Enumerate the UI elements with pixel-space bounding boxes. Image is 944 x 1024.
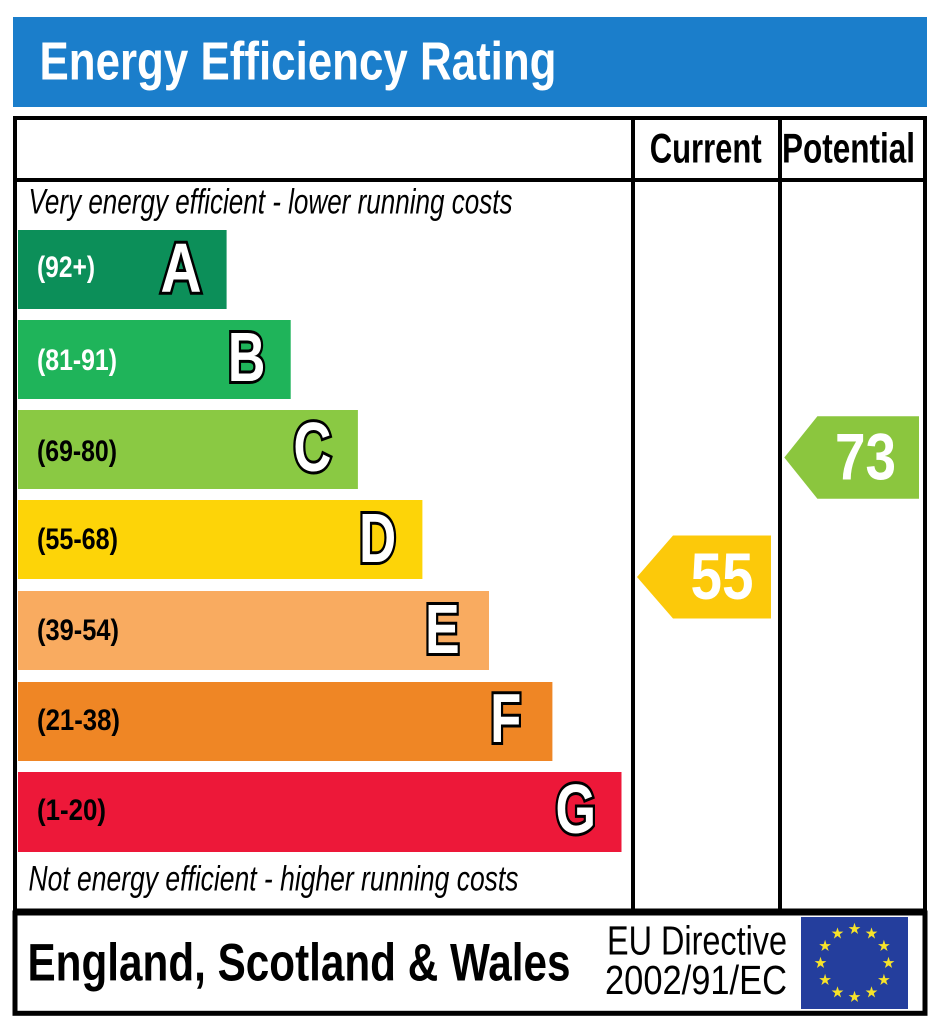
svg-text:Potential: Potential xyxy=(782,125,915,172)
svg-text:A: A xyxy=(161,229,202,307)
svg-text:EU Directive: EU Directive xyxy=(607,917,787,963)
svg-text:(39-54): (39-54) xyxy=(37,614,119,647)
svg-text:D: D xyxy=(359,499,396,577)
svg-text:C: C xyxy=(293,408,331,486)
svg-text:England, Scotland & Wales: England, Scotland & Wales xyxy=(28,933,571,992)
svg-text:(21-38): (21-38) xyxy=(37,704,120,737)
svg-text:Energy Efficiency Rating: Energy Efficiency Rating xyxy=(40,32,557,92)
svg-text:(81-91): (81-91) xyxy=(37,344,117,377)
svg-text:73: 73 xyxy=(835,419,896,493)
svg-text:Very energy efficient - lower: Very energy efficient - lower running co… xyxy=(29,183,513,222)
svg-text:B: B xyxy=(228,318,266,396)
svg-text:E: E xyxy=(425,590,460,668)
svg-text:Current: Current xyxy=(650,125,762,172)
svg-text:G: G xyxy=(556,770,597,848)
svg-text:F: F xyxy=(490,679,521,757)
svg-text:(69-80): (69-80) xyxy=(37,435,117,468)
svg-text:(55-68): (55-68) xyxy=(37,523,118,556)
svg-text:(92+): (92+) xyxy=(37,251,95,284)
svg-text:55: 55 xyxy=(691,539,754,613)
svg-text:2002/91/EC: 2002/91/EC xyxy=(605,957,787,1003)
svg-text:(1-20): (1-20) xyxy=(37,794,106,827)
svg-text:Not energy efficient - higher: Not energy efficient - higher running co… xyxy=(29,859,519,898)
